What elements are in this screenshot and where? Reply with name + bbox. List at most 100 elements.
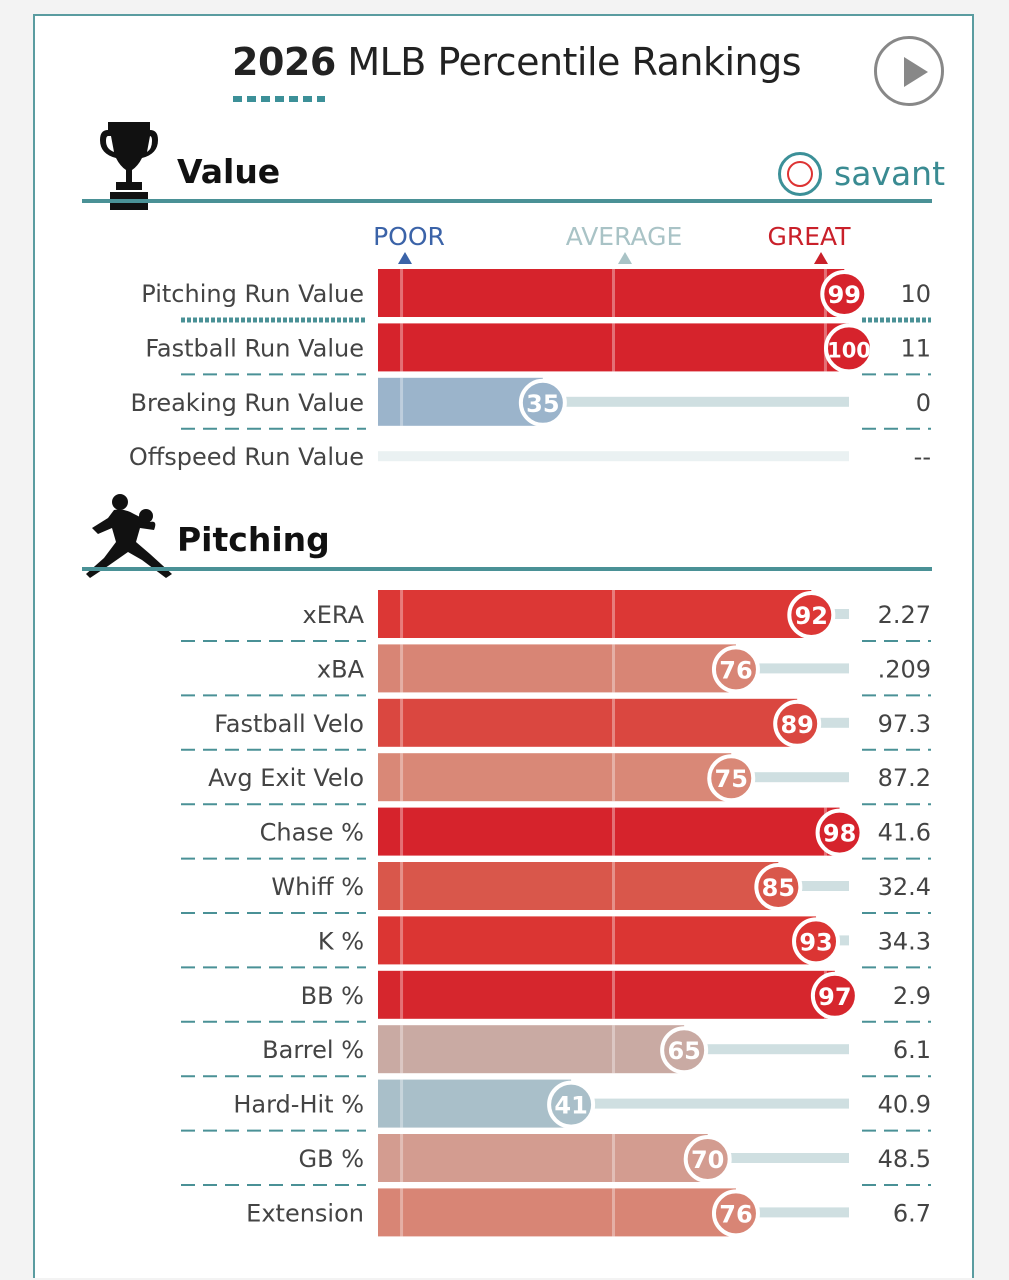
ref-line <box>400 269 404 317</box>
ref-line <box>400 377 404 426</box>
title-text: MLB Percentile Rankings <box>335 40 802 84</box>
savant-label: savant <box>834 154 946 193</box>
metric-value-pitching-xba: .209 <box>878 655 931 683</box>
percentile-circle-pitching-gb[interactable] <box>683 1135 732 1183</box>
ref-line <box>400 916 404 965</box>
play-icon[interactable] <box>874 36 944 106</box>
metric-label-pitching-whiff: Whiff % <box>271 873 364 901</box>
percentile-label-pitching-avg-exit-velo: 75 <box>715 765 748 793</box>
ref-line <box>400 698 404 747</box>
bar-pitching-barrel <box>378 1025 685 1074</box>
percentile-circle-pitching-chase[interactable] <box>815 808 864 857</box>
ref-line <box>400 970 404 1019</box>
percentile-circle-pitching-avg-exit-velo[interactable] <box>707 754 756 803</box>
ref-line <box>400 590 404 638</box>
section-title-pitching: Pitching <box>177 520 330 559</box>
metric-value-value-breaking-run-value: 0 <box>916 389 931 417</box>
bar-pitching-xba <box>378 644 736 693</box>
ref-line <box>400 1025 404 1074</box>
ref-line <box>612 862 615 910</box>
percentile-circle-value-pitching-run-value[interactable] <box>820 270 869 318</box>
percentile-circle-pitching-extension[interactable] <box>711 1189 760 1238</box>
pitching-section-rule <box>82 567 932 571</box>
metric-label-pitching-xba: xBA <box>317 655 365 683</box>
metric-label-value-fastball-run-value: Fastball Run Value <box>145 334 364 362</box>
ref-line <box>612 269 615 317</box>
track-value-offspeed-run-value <box>378 451 849 462</box>
bar-pitching-bb <box>378 970 835 1019</box>
ref-line <box>612 1025 615 1074</box>
metric-label-pitching-fastball-velo: Fastball Velo <box>214 710 364 738</box>
percentile-circle-pitching-hard-hit[interactable] <box>547 1080 596 1129</box>
ref-line <box>400 1134 404 1182</box>
average-marker-icon <box>618 252 632 264</box>
percentile-circle-pitching-xera[interactable] <box>787 591 836 639</box>
title-year: 2026 <box>232 40 336 84</box>
ref-line <box>612 323 615 372</box>
percentile-circle-value-breaking-run-value[interactable] <box>518 378 567 427</box>
percentile-circle-pitching-barrel[interactable] <box>660 1026 709 1075</box>
metric-label-pitching-avg-exit-velo: Avg Exit Velo <box>208 764 364 792</box>
track-value-breaking-run-value <box>378 396 849 407</box>
metric-value-value-pitching-run-value: 10 <box>900 280 931 308</box>
bar-pitching-whiff <box>378 862 779 910</box>
ref-line <box>400 807 404 856</box>
percentile-circle-pitching-k[interactable] <box>792 917 841 966</box>
percentile-label-pitching-chase: 98 <box>823 820 856 848</box>
percentile-circle-pitching-fastball-velo[interactable] <box>773 699 822 748</box>
metric-value-pitching-xera: 2.27 <box>878 601 931 629</box>
scale-great-label: GREAT <box>767 222 851 251</box>
metric-value-value-fastball-run-value: 11 <box>900 334 931 362</box>
metric-label-pitching-barrel: Barrel % <box>262 1036 364 1064</box>
ref-line <box>612 698 615 747</box>
metric-label-pitching-k: K % <box>318 927 364 955</box>
percentile-label-pitching-fastball-velo: 89 <box>780 711 813 739</box>
metric-label-value-breaking-run-value: Breaking Run Value <box>131 389 364 417</box>
ref-line <box>400 753 404 802</box>
ref-line <box>612 644 615 693</box>
metric-label-pitching-extension: Extension <box>246 1199 364 1227</box>
metric-value-pitching-gb: 48.5 <box>878 1145 931 1173</box>
metric-value-pitching-bb: 2.9 <box>893 982 931 1010</box>
metric-value-pitching-hard-hit: 40.9 <box>878 1091 931 1119</box>
track-pitching-hard-hit <box>378 1098 849 1109</box>
ref-line <box>400 1188 404 1237</box>
ref-line <box>612 1188 615 1237</box>
metric-value-pitching-extension: 6.7 <box>893 1199 931 1227</box>
percentile-circle-value-fastball-run-value[interactable] <box>824 323 874 374</box>
bar-pitching-extension <box>378 1188 736 1237</box>
ref-line <box>400 1079 404 1128</box>
percentile-label-pitching-xba: 76 <box>719 656 752 684</box>
percentile-label-pitching-gb: 70 <box>691 1146 724 1174</box>
baseball-icon <box>778 152 822 196</box>
metric-label-pitching-bb: BB % <box>301 982 364 1010</box>
scale-poor-label: POOR <box>373 222 445 251</box>
metric-value-pitching-avg-exit-velo: 87.2 <box>878 764 931 792</box>
percentile-circle-pitching-xba[interactable] <box>711 645 760 694</box>
page-title: 2026 MLB Percentile Rankings <box>232 40 802 84</box>
title-underline <box>233 96 325 102</box>
percentile-label-pitching-whiff: 85 <box>762 874 795 902</box>
percentile-label-pitching-xera: 92 <box>795 602 828 630</box>
percentile-label-value-breaking-run-value: 35 <box>526 390 559 418</box>
metric-label-pitching-chase: Chase % <box>260 819 364 847</box>
metric-value-pitching-barrel: 6.1 <box>893 1036 931 1064</box>
bar-pitching-k <box>378 916 817 965</box>
metric-label-pitching-xera: xERA <box>303 601 365 629</box>
bar-value-breaking-run-value <box>378 377 543 426</box>
percentile-label-pitching-barrel: 65 <box>667 1037 700 1065</box>
metric-value-value-offspeed-run-value: -- <box>914 443 931 471</box>
bar-pitching-hard-hit <box>378 1079 572 1128</box>
ref-line <box>612 590 615 638</box>
percentile-label-pitching-k: 93 <box>799 928 832 956</box>
percentile-circle-pitching-bb[interactable] <box>810 971 859 1020</box>
ref-line <box>612 807 615 856</box>
section-title-value: Value <box>177 152 281 191</box>
pitcher-icon <box>86 494 172 578</box>
percentile-circle-pitching-whiff[interactable] <box>754 863 803 911</box>
percentile-label-pitching-hard-hit: 41 <box>554 1092 587 1120</box>
metric-value-pitching-k: 34.3 <box>878 927 931 955</box>
ref-line <box>400 644 404 693</box>
bar-pitching-xera <box>378 590 812 638</box>
